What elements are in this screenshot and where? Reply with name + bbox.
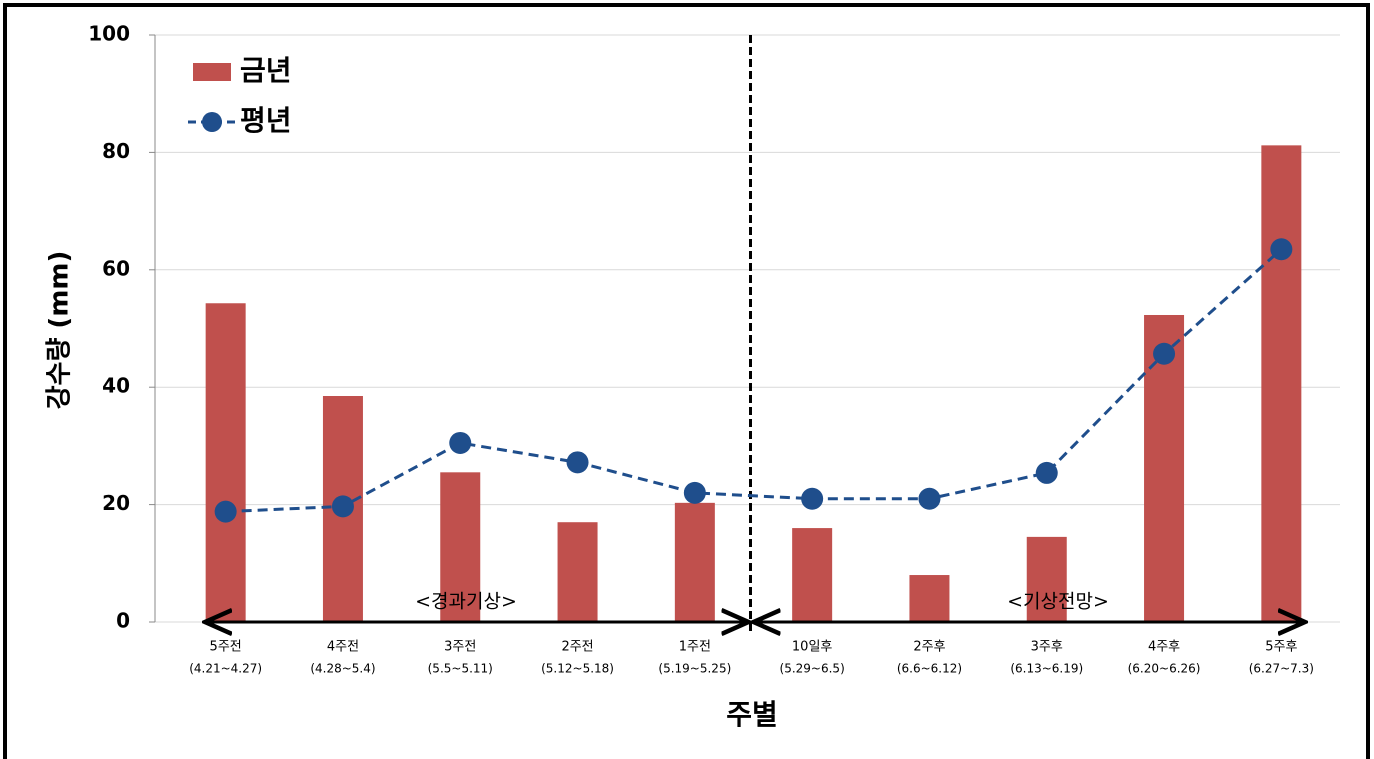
legend-label: 금년 [240, 54, 292, 87]
x-tick-label: 2주전 [561, 640, 593, 655]
bar [1261, 145, 1302, 622]
y-tick-label: 60 [102, 256, 130, 280]
x-tick-period: (4.28~5.4) [310, 662, 375, 676]
bar [909, 575, 950, 622]
x-tick-label: 1주전 [679, 640, 711, 655]
line-point [1270, 238, 1293, 261]
x-tick-label: 5주후 [1265, 640, 1297, 655]
bar [557, 522, 598, 622]
line [225, 248, 1283, 514]
annotation: <경과기상> [415, 591, 517, 613]
legend-swatch [202, 112, 222, 132]
y-axis-title: 강수량 (mm) [45, 251, 75, 410]
bar [792, 528, 833, 622]
line-point [449, 431, 472, 454]
x-tick-label: 10일후 [792, 640, 833, 655]
x-tick-period: (6.13~6.19) [1010, 662, 1083, 676]
x-tick-label: 4주후 [1148, 640, 1180, 655]
line-point [566, 451, 589, 474]
line-point [801, 487, 824, 510]
x-tick-period: (5.12~5.18) [541, 662, 614, 676]
bar [440, 472, 481, 622]
line-point [1035, 461, 1058, 484]
x-tick-label: 4주전 [327, 640, 359, 655]
line-point [918, 487, 941, 510]
bar [1026, 536, 1067, 622]
y-tick-label: 0 [116, 609, 130, 633]
legend-label: 평년 [240, 104, 292, 137]
x-tick-label: 3주후 [1031, 640, 1063, 655]
y-tick-label: 100 [88, 22, 130, 46]
line-point [214, 500, 237, 523]
x-tick-period: (5.29~6.5) [780, 662, 845, 676]
line-point [1153, 342, 1176, 365]
bar [205, 303, 246, 622]
bar [674, 502, 715, 622]
x-tick-period: (6.6~6.12) [897, 662, 962, 676]
x-tick-period: (6.20~6.26) [1128, 662, 1201, 676]
x-tick-period: (6.27~7.3) [1249, 662, 1314, 676]
x-tick-period: (5.5~5.11) [428, 662, 493, 676]
x-tick-period: (4.21~4.27) [189, 662, 262, 676]
annotation: <기상전망> [1007, 591, 1109, 613]
legend-swatch [193, 63, 231, 81]
x-tick-period: (5.19~5.25) [658, 662, 731, 676]
y-tick-label: 20 [102, 491, 130, 515]
x-axis-title: 주별 [726, 698, 778, 731]
y-tick-label: 80 [102, 139, 130, 163]
x-tick-label: 3주전 [444, 640, 476, 655]
x-tick-label: 2주후 [913, 640, 945, 655]
x-tick-label: 5주전 [210, 640, 242, 655]
y-tick-label: 40 [102, 374, 130, 398]
frame [3, 3, 1370, 759]
line-point [683, 481, 706, 504]
line-point [331, 495, 354, 518]
